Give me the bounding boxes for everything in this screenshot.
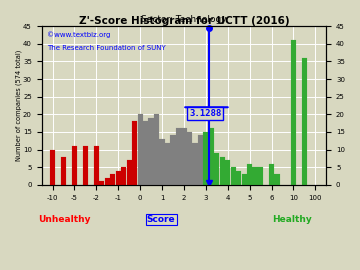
Bar <box>198 136 203 185</box>
Text: ©www.textbiz.org: ©www.textbiz.org <box>47 31 111 38</box>
Bar <box>143 122 148 185</box>
Text: Sector: Technology: Sector: Technology <box>141 15 227 25</box>
Bar <box>242 174 247 185</box>
Bar <box>105 178 110 185</box>
Text: Healthy: Healthy <box>272 215 312 224</box>
Bar <box>209 129 214 185</box>
Bar <box>214 153 219 185</box>
Bar <box>231 167 236 185</box>
Bar <box>225 160 230 185</box>
Y-axis label: Number of companies (574 total): Number of companies (574 total) <box>15 50 22 161</box>
Bar <box>127 160 132 185</box>
Bar <box>61 157 66 185</box>
Bar <box>72 146 77 185</box>
Bar <box>148 118 154 185</box>
Bar <box>176 129 181 185</box>
Bar <box>220 157 225 185</box>
Bar <box>187 132 192 185</box>
Bar <box>83 146 88 185</box>
Bar <box>165 143 170 185</box>
Bar <box>181 129 186 185</box>
Bar <box>203 132 208 185</box>
Bar <box>116 171 121 185</box>
Bar <box>274 174 280 185</box>
Text: Unhealthy: Unhealthy <box>38 215 91 224</box>
Bar <box>110 174 116 185</box>
Bar <box>138 114 143 185</box>
Bar <box>132 122 137 185</box>
Bar <box>269 164 274 185</box>
Title: Z'-Score Histogram for UCTT (2016): Z'-Score Histogram for UCTT (2016) <box>78 16 289 26</box>
Bar <box>99 181 104 185</box>
Bar <box>252 167 258 185</box>
Bar <box>50 150 55 185</box>
Bar <box>302 58 307 185</box>
Bar <box>247 164 252 185</box>
Bar <box>121 167 126 185</box>
Bar <box>258 167 263 185</box>
Bar <box>192 143 198 185</box>
Bar <box>159 139 165 185</box>
Text: Score: Score <box>147 215 175 224</box>
Text: The Research Foundation of SUNY: The Research Foundation of SUNY <box>47 45 166 51</box>
Bar <box>94 146 99 185</box>
Bar <box>291 40 296 185</box>
Text: 3.1288: 3.1288 <box>189 109 221 118</box>
Bar <box>154 114 159 185</box>
Bar <box>170 136 176 185</box>
Bar <box>236 171 241 185</box>
